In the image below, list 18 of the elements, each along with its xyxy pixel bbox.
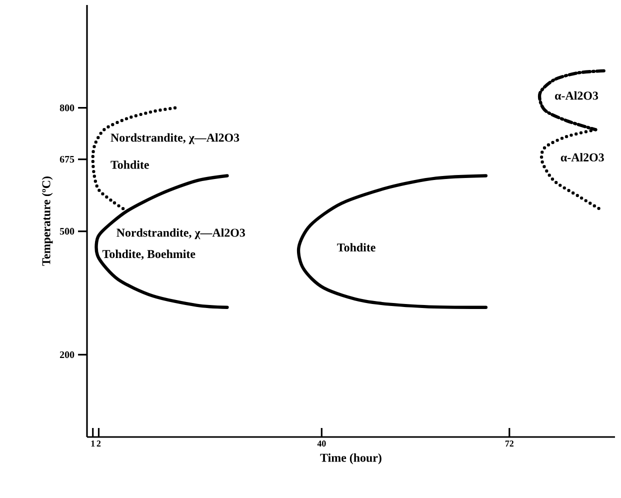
y-tick-label: 675 [60, 156, 74, 163]
annotation: Nordstrandite, χ—Al2O3 [110, 133, 240, 144]
y-axis-title: Temperature (ºC) [42, 176, 53, 266]
annotation: Nordstrandite, χ—Al2O3 [116, 228, 245, 240]
y-tick-label: 200 [60, 351, 74, 358]
annotation: Tohdite [110, 160, 149, 169]
annotation: Tohdite [337, 243, 376, 252]
x-tick-label: 72 [505, 440, 514, 446]
line-series [296, 174, 488, 309]
annotation: α-Al2O3 [555, 91, 598, 100]
x-tick-label: 2 [96, 440, 101, 446]
y-tick-label: 500 [60, 228, 74, 235]
annotation: Tohdite, Boehmite [102, 250, 196, 260]
x-tick-label: 1 [91, 440, 95, 446]
annotation: α-Al2O3 [560, 153, 604, 162]
x-tick-label: 40 [317, 440, 326, 447]
y-tick-label: 800 [60, 104, 74, 112]
x-axis-title: Time (hour) [320, 453, 382, 464]
